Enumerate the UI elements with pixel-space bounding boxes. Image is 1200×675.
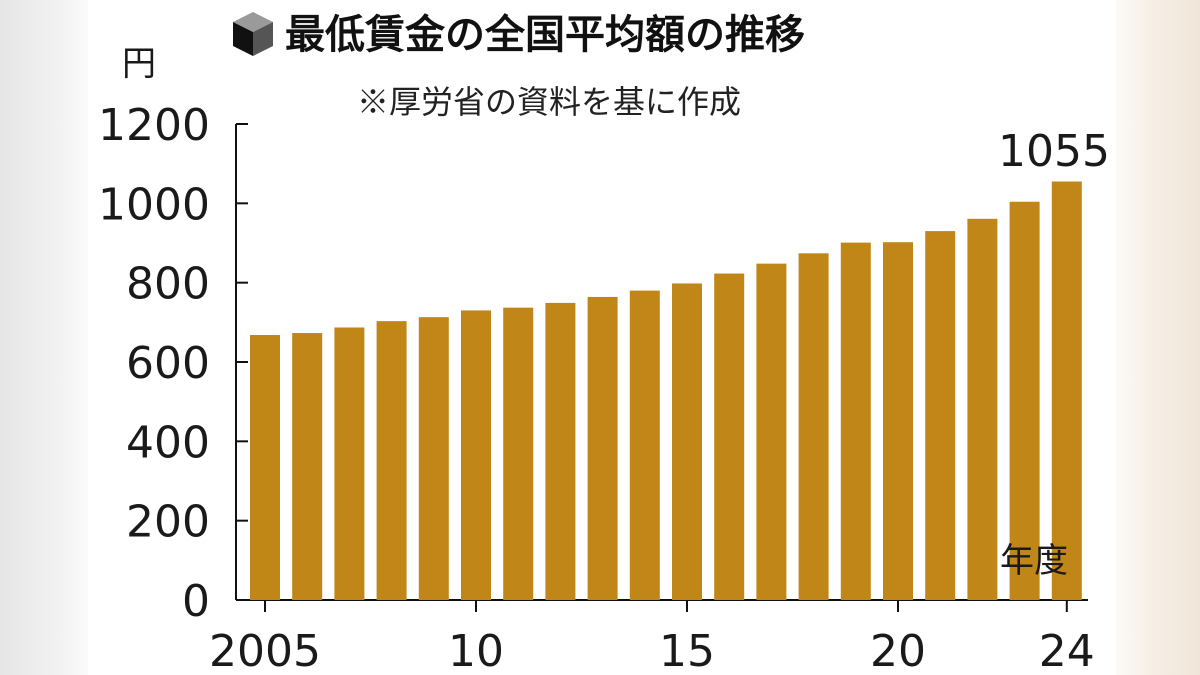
bar-2012 <box>545 302 576 600</box>
bars <box>250 181 1082 600</box>
cube-icon <box>233 12 273 56</box>
bar-2005 <box>250 335 280 600</box>
y-tick-label: 0 <box>182 576 210 627</box>
bar-2023 <box>1009 201 1040 600</box>
bar-2016 <box>714 273 745 600</box>
bar-2013 <box>587 296 618 600</box>
x-tick-label: 20 <box>870 626 926 675</box>
bar-2011 <box>503 307 534 600</box>
x-tick-labels: 2005 10 15 20 24 <box>209 626 1095 675</box>
y-tick-labels: 0 200 400 600 800 1000 1200 <box>98 100 210 627</box>
bar-2015 <box>672 283 702 600</box>
bar-2009 <box>418 317 449 600</box>
bar-2008 <box>376 321 407 600</box>
y-tick-label: 200 <box>126 497 210 548</box>
bar-2022 <box>967 218 998 600</box>
x-tick-label: 10 <box>448 626 504 675</box>
bar-2010 <box>461 310 491 600</box>
x-tick-label: 2005 <box>209 626 321 675</box>
bar-2007 <box>334 327 365 600</box>
y-tick-label: 1200 <box>98 100 210 151</box>
bar-2019 <box>840 242 871 600</box>
bar-2018 <box>798 253 829 600</box>
x-tick-label: 24 <box>1039 626 1095 675</box>
x-axis-unit-label: 年度 <box>1000 541 1068 581</box>
y-tick-label: 400 <box>126 417 210 468</box>
last-value-annotation: 1055 <box>998 126 1110 177</box>
bar-2014 <box>629 290 660 600</box>
y-axis-unit-label: 円 <box>122 44 156 84</box>
bar-2024 <box>1051 181 1082 600</box>
y-tick-label: 800 <box>126 259 210 310</box>
chart-subtitle: ※厚労省の資料を基に作成 <box>357 83 741 121</box>
chart-title: 最低賃金の全国平均額の推移 <box>285 12 805 58</box>
x-tick-label: 15 <box>659 626 715 675</box>
bar-2020 <box>883 242 913 600</box>
y-tick-label: 1000 <box>98 179 210 230</box>
y-tick-label: 600 <box>126 338 210 389</box>
bar-2017 <box>756 263 787 600</box>
bar-2021 <box>925 231 956 600</box>
bar-2006 <box>292 333 323 600</box>
